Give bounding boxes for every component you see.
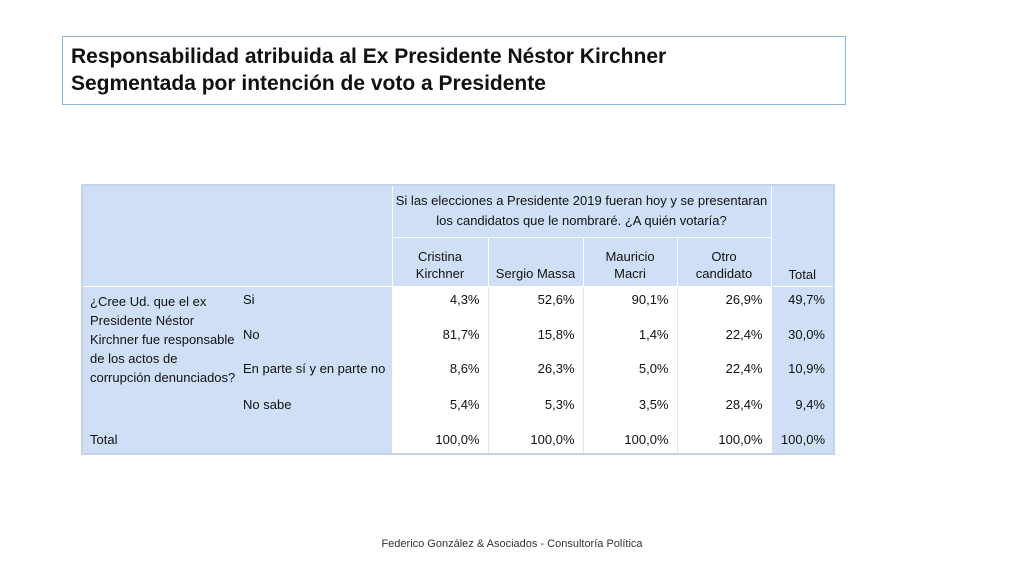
- slide-title: Responsabilidad atribuida al Ex Presiden…: [71, 45, 667, 68]
- header-total: Total: [770, 185, 834, 286]
- slide-subtitle: Segmentada por intención de voto a Presi…: [71, 72, 546, 95]
- col-header-kirchner: Cristina Kirchner: [391, 236, 488, 286]
- crosstab-table: Si las elecciones a Presidente 2019 fuer…: [81, 184, 835, 455]
- col-header-line2: Macri: [614, 265, 646, 281]
- table-cell-total: 49,7%: [770, 285, 834, 322]
- header-corner: [82, 185, 392, 286]
- table-row-total: Total 100,0% 100,0% 100,0% 100,0% 100,0%: [82, 425, 834, 454]
- col-header-line2: Sergio Massa: [495, 265, 576, 281]
- table-cell: 1,4%: [582, 322, 677, 356]
- table-cell: 5,0%: [582, 356, 677, 392]
- row-label: No sabe: [239, 392, 392, 425]
- col-header-line2: Kirchner: [415, 265, 465, 281]
- col-header-massa: Sergio Massa: [487, 236, 583, 286]
- col-header-line1: Mauricio: [605, 248, 655, 264]
- col-header-line1: Cristina: [417, 248, 463, 264]
- col-header-otro: Otro candidato: [676, 236, 771, 286]
- table-cell: 90,1%: [582, 285, 677, 322]
- table-cell-total: 100,0%: [770, 425, 834, 454]
- table-cell: 22,4%: [676, 322, 771, 356]
- header-row-candidates: Cristina Kirchner Sergio Massa Mauricio …: [82, 236, 834, 286]
- header-row-question: Si las elecciones a Presidente 2019 fuer…: [82, 185, 834, 286]
- row-label: En parte sí y en parte no: [239, 356, 392, 392]
- table-cell-total: 9,4%: [770, 392, 834, 425]
- row-label: No: [239, 322, 392, 356]
- table-cell-total: 10,9%: [770, 356, 834, 392]
- row-label-empty: [239, 425, 392, 454]
- table-cell: 52,6%: [487, 285, 583, 322]
- header-question-line1: Si las elecciones a Presidente 2019 fuer…: [395, 193, 768, 209]
- row-question: ¿Cree Ud. que el ex Presidente Néstor Ki…: [82, 285, 239, 425]
- table-cell: 28,4%: [676, 392, 771, 425]
- table-cell: 100,0%: [487, 425, 583, 454]
- table-row: ¿Cree Ud. que el ex Presidente Néstor Ki…: [82, 285, 834, 425]
- table-row: No sabe 5,4% 5,3% 3,5% 28,4% 9,4%: [82, 392, 834, 425]
- table-row: No 81,7% 15,8% 1,4% 22,4% 30,0%: [82, 322, 834, 356]
- table-cell: 3,5%: [582, 392, 677, 425]
- col-header-line1: Otro: [711, 248, 737, 264]
- table-cell: 26,9%: [676, 285, 771, 322]
- table-cell: 100,0%: [582, 425, 677, 454]
- table-cell: 5,4%: [392, 392, 488, 425]
- table-row: En parte sí y en parte no 8,6% 26,3% 5,0…: [82, 356, 834, 392]
- table-cell-total: 30,0%: [770, 322, 834, 356]
- row-label: Si: [239, 285, 392, 322]
- table-cell: 5,3%: [487, 392, 583, 425]
- col-header-macri: Mauricio Macri: [582, 236, 677, 286]
- row-label-total: Total: [82, 425, 239, 454]
- table-cell: 26,3%: [487, 356, 583, 392]
- title-box: Responsabilidad atribuida al Ex Presiden…: [62, 36, 846, 105]
- table-cell: 4,3%: [392, 285, 488, 322]
- table-cell: 100,0%: [392, 425, 488, 454]
- table-cell: 15,8%: [487, 322, 583, 356]
- table-cell: 100,0%: [676, 425, 771, 454]
- header-question-line2: los candidatos que le nombraré. ¿A quién…: [436, 213, 727, 229]
- table-cell: 8,6%: [392, 356, 488, 392]
- col-header-line2: candidato: [695, 265, 753, 281]
- table-cell: 81,7%: [392, 322, 488, 356]
- header-question: Si las elecciones a Presidente 2019 fuer…: [391, 185, 771, 237]
- table-cell: 22,4%: [676, 356, 771, 392]
- footer-credit: Federico González & Asociados - Consulto…: [381, 538, 643, 550]
